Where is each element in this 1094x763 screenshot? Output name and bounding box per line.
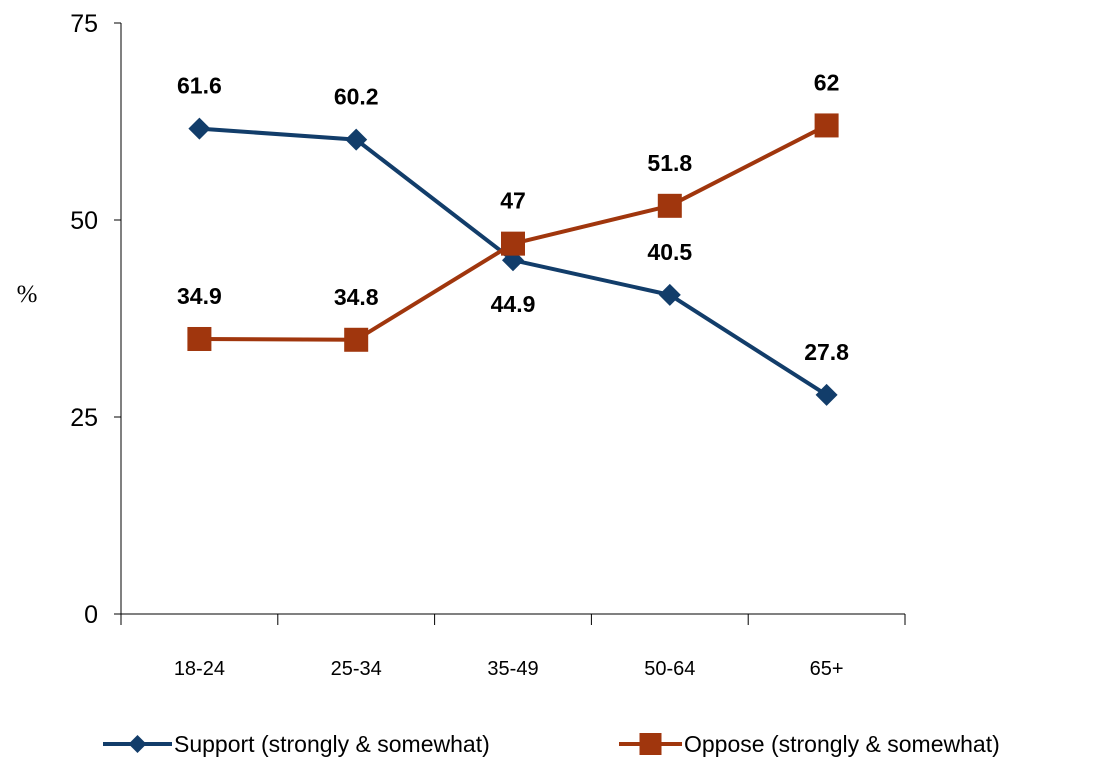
legend-label: Oppose (strongly & somewhat) (684, 731, 1000, 757)
legend-swatch-marker (639, 733, 662, 755)
legend-swatch-marker (128, 735, 147, 753)
data-label: 34.8 (334, 284, 379, 310)
data-label: 47 (500, 188, 526, 214)
data-label: 61.6 (177, 73, 222, 99)
y-tick-labels: 0 25 50 75 (70, 10, 98, 629)
oppose-marker (814, 113, 839, 138)
support-marker (188, 117, 211, 140)
oppose-marker (657, 193, 682, 218)
y-axis-label: % (17, 281, 38, 308)
x-tick-label: 25-34 (331, 658, 382, 680)
data-label: 60.2 (334, 84, 379, 110)
y-tick-label: 50 (70, 207, 98, 235)
data-label: 51.8 (647, 150, 692, 176)
axes (114, 22, 906, 625)
oppose-marker (344, 327, 369, 352)
data-label: 62 (814, 69, 840, 95)
x-tick-labels: 18-24 25-34 35-49 50-64 65+ (174, 658, 844, 680)
oppose-marker (501, 231, 525, 256)
legend-item-support: Support (strongly & somewhat) (103, 731, 490, 757)
markers (187, 113, 839, 406)
data-label: 44.9 (491, 291, 536, 317)
legend-item-oppose: Oppose (strongly & somewhat) (619, 731, 1000, 757)
data-label: 34.9 (177, 283, 222, 309)
x-tick-label: 50-64 (644, 658, 695, 680)
y-tick-label: 75 (70, 10, 98, 38)
support-marker (658, 283, 681, 306)
data-label: 27.8 (804, 339, 849, 365)
y-tick-label: 25 (70, 404, 98, 432)
x-tick-label: 18-24 (174, 658, 225, 680)
oppose-marker (187, 326, 212, 351)
data-labels: 61.6 60.2 44.9 40.5 27.8 34.9 34.8 47 51.8 62 (177, 69, 849, 364)
x-tick-label: 35-49 (487, 658, 538, 680)
data-label: 40.5 (647, 239, 692, 265)
legend: Support (strongly & somewhat) Oppose (str… (103, 731, 1000, 757)
support-marker (345, 128, 368, 151)
y-tick-label: 0 (84, 601, 98, 629)
x-tick-label: 65+ (810, 658, 844, 680)
support-marker (815, 383, 838, 406)
legend-label: Support (strongly & somewhat) (174, 731, 490, 757)
